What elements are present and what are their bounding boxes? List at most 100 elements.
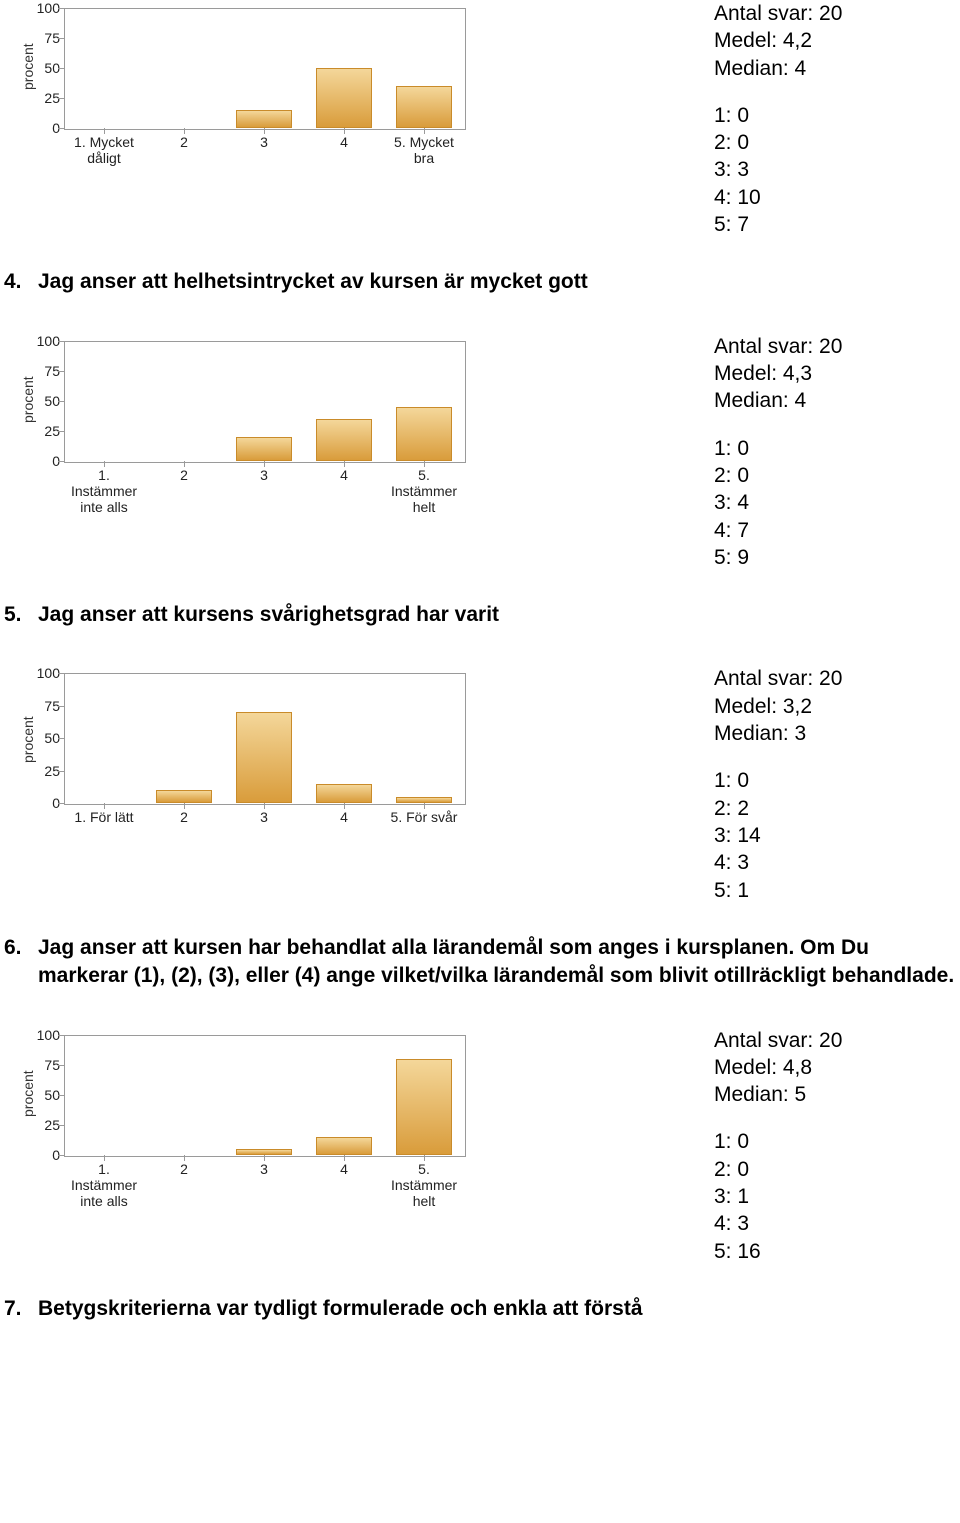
bar — [236, 110, 292, 128]
ytick-label: 0 — [26, 795, 60, 811]
ytick-mark — [58, 803, 64, 804]
bar — [396, 407, 452, 461]
ytick-label: 100 — [26, 665, 60, 681]
ytick-mark — [58, 8, 64, 9]
question-heading: 5.Jag anser att kursens svårighetsgrad h… — [0, 579, 960, 665]
xtick-label: 2 — [144, 467, 224, 483]
question-text: Jag anser att helhetsintrycket av kursen… — [38, 268, 956, 296]
dist-row: 5: 9 — [714, 544, 842, 571]
xtick-label: 5. Instämmer helt — [384, 467, 464, 515]
ytick-mark — [58, 341, 64, 342]
xtick-label: 1. Instämmer inte alls — [64, 1161, 144, 1209]
ytick-label: 0 — [26, 120, 60, 136]
xtick-label: 4 — [304, 809, 384, 825]
dist-row: 5: 7 — [714, 211, 842, 238]
ytick-mark — [58, 1095, 64, 1096]
y-axis-label: procent — [20, 376, 36, 423]
chart-row: 0255075100procent1. Instämmer inte alls2… — [0, 1027, 960, 1273]
xtick-label: 1. Mycket dåligt — [64, 134, 144, 166]
ytick-label: 0 — [26, 453, 60, 469]
stat-median: Median: 3 — [714, 720, 842, 747]
xtick-label: 2 — [144, 1161, 224, 1177]
ytick-label: 100 — [26, 0, 60, 16]
dist-row: 2: 0 — [714, 1156, 842, 1183]
ytick-mark — [58, 738, 64, 739]
stat-medel: Medel: 4,2 — [714, 27, 842, 54]
question-number: 6. — [4, 934, 38, 991]
chart-3: 0255075100procent1. För lätt2345. För sv… — [4, 669, 484, 889]
bar — [316, 68, 372, 128]
xtick-label: 3 — [224, 1161, 304, 1177]
ytick-mark — [58, 771, 64, 772]
xtick-label: 3 — [224, 467, 304, 483]
chart-2: 0255075100procent1. Instämmer inte alls2… — [4, 337, 484, 547]
ytick-mark — [58, 371, 64, 372]
xtick-label: 3 — [224, 809, 304, 825]
bar — [236, 437, 292, 461]
dist-row: 5: 16 — [714, 1238, 842, 1265]
ytick-mark — [58, 1155, 64, 1156]
stat-antal: Antal svar: 20 — [714, 1027, 842, 1054]
xtick-label: 5. Mycket bra — [384, 134, 464, 166]
xtick-label: 1. Instämmer inte alls — [64, 467, 144, 515]
ytick-mark — [58, 706, 64, 707]
chart-row: 0255075100procent1. För lätt2345. För sv… — [0, 665, 960, 911]
y-axis-label: procent — [20, 1070, 36, 1117]
ytick-label: 0 — [26, 1147, 60, 1163]
ytick-mark — [58, 1035, 64, 1036]
ytick-mark — [58, 431, 64, 432]
bar — [236, 712, 292, 803]
xtick-label: 2 — [144, 134, 224, 150]
bar — [316, 1137, 372, 1155]
question-text: Jag anser att kursens svårighetsgrad har… — [38, 601, 956, 629]
dist-row: 3: 14 — [714, 822, 842, 849]
ytick-label: 75 — [26, 698, 60, 714]
stat-median: Median: 4 — [714, 387, 842, 414]
ytick-label: 100 — [26, 1027, 60, 1043]
spacer — [714, 747, 842, 767]
question-text: Betygskriterierna var tydligt formulerad… — [38, 1295, 956, 1323]
dist-row: 1: 0 — [714, 1128, 842, 1155]
spacer — [714, 1108, 842, 1128]
ytick-label: 25 — [26, 1117, 60, 1133]
xtick-label: 4 — [304, 134, 384, 150]
dist-row: 1: 0 — [714, 767, 842, 794]
dist-row: 3: 4 — [714, 489, 842, 516]
ytick-mark — [58, 128, 64, 129]
bar — [396, 86, 452, 128]
question-number: 4. — [4, 268, 38, 296]
dist-row: 1: 0 — [714, 435, 842, 462]
stat-median: Median: 5 — [714, 1081, 842, 1108]
stat-medel: Medel: 4,3 — [714, 360, 842, 387]
question-heading: 7.Betygskriterierna var tydligt formuler… — [0, 1273, 960, 1359]
ytick-mark — [58, 38, 64, 39]
chart-4: 0255075100procent1. Instämmer inte alls2… — [4, 1031, 484, 1241]
stats-block: Antal svar: 20Medel: 4,3Median: 41: 02: … — [714, 333, 842, 571]
ytick-label: 25 — [26, 763, 60, 779]
xtick-label: 5. Instämmer helt — [384, 1161, 464, 1209]
dist-row: 2: 2 — [714, 795, 842, 822]
xtick-label: 4 — [304, 1161, 384, 1177]
ytick-mark — [58, 1125, 64, 1126]
xtick-label: 5. För svår — [384, 809, 464, 825]
stat-median: Median: 4 — [714, 55, 842, 82]
ytick-mark — [58, 98, 64, 99]
dist-row: 4: 7 — [714, 517, 842, 544]
chart-1: 0255075100procent1. Mycket dåligt2345. M… — [4, 4, 484, 214]
ytick-mark — [58, 461, 64, 462]
question-heading: 4.Jag anser att helhetsintrycket av kurs… — [0, 246, 960, 332]
bar — [316, 419, 372, 461]
dist-row: 4: 3 — [714, 849, 842, 876]
question-heading: 6.Jag anser att kursen har behandlat all… — [0, 912, 960, 1027]
ytick-mark — [58, 673, 64, 674]
y-axis-label: procent — [20, 716, 36, 763]
stat-antal: Antal svar: 20 — [714, 665, 842, 692]
bar — [396, 1059, 452, 1155]
question-number: 7. — [4, 1295, 38, 1323]
xtick-label: 1. För lätt — [64, 809, 144, 825]
bar — [316, 784, 372, 804]
dist-row: 5: 1 — [714, 877, 842, 904]
xtick-label: 3 — [224, 134, 304, 150]
dist-row: 3: 1 — [714, 1183, 842, 1210]
stats-block: Antal svar: 20Medel: 4,2Median: 41: 02: … — [714, 0, 842, 238]
